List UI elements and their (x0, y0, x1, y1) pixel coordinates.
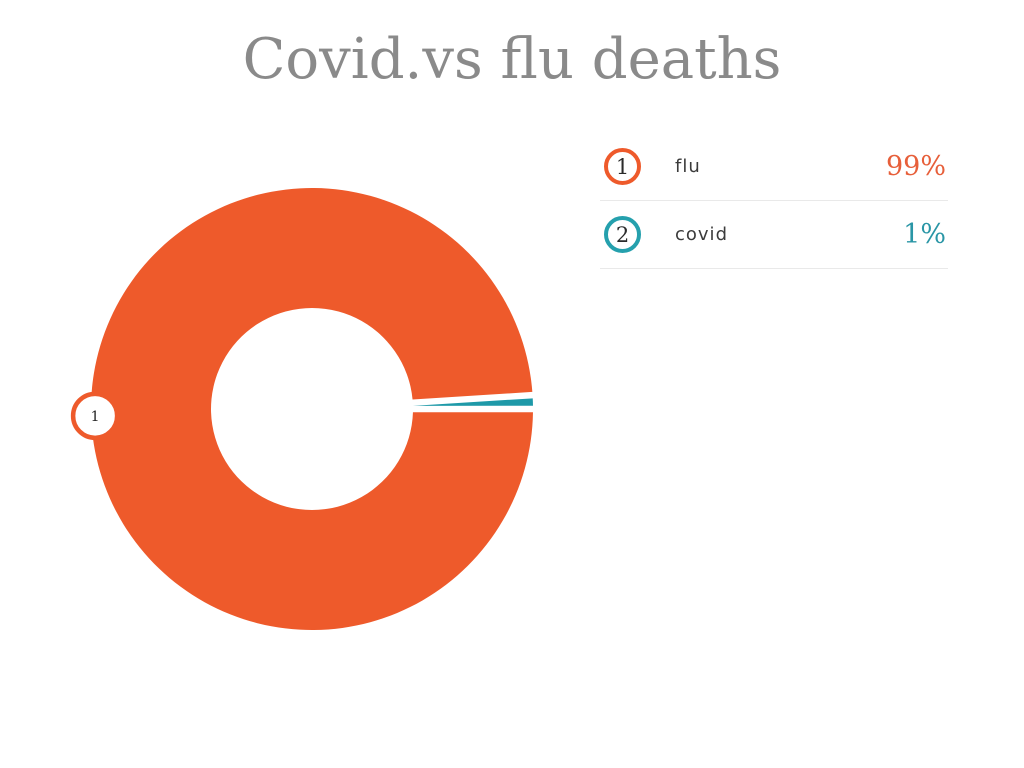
marker-circle (70, 391, 120, 441)
marker-label: 1 (91, 409, 100, 425)
slice-marker-badge: 1 (70, 391, 120, 441)
legend-row-covid[interactable]: 2 covid 1% (600, 201, 948, 269)
legend-value-flu: 99% (885, 151, 946, 182)
page-title: Covid.vs flu deaths (242, 27, 782, 92)
legend-label-flu: flu (675, 156, 701, 177)
pie-slice-covid[interactable] (412, 398, 533, 406)
legend-badge-2: 2 (604, 216, 641, 253)
legend: 1 flu 99% 2 covid 1% (600, 133, 948, 269)
legend-row-flu[interactable]: 1 flu 99% (600, 133, 948, 201)
legend-value-covid: 1% (903, 219, 946, 250)
pie-slice-flu[interactable] (91, 188, 533, 631)
legend-badge-1: 1 (604, 148, 641, 185)
donut-slices (91, 188, 533, 631)
legend-label-covid: covid (675, 224, 728, 245)
